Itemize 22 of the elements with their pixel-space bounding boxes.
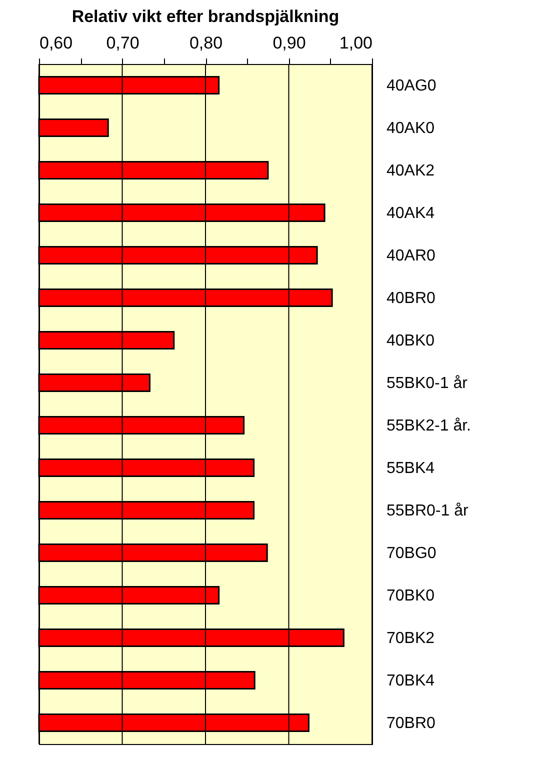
y-tick-label: 40AK0	[386, 120, 435, 137]
y-tick-label: 70BG0	[386, 544, 436, 562]
y-tick-label: 55BK0-1 år	[386, 374, 468, 392]
x-tick-label: 0,70	[106, 34, 140, 52]
y-tick-label: 70BK0	[386, 587, 435, 604]
y-tick-label: 70BK2	[386, 630, 435, 647]
x-tick-label: 0,60	[40, 34, 73, 52]
y-tick-label: 55BK2-1 år.	[386, 417, 471, 434]
y-tick-label: 70BK4	[386, 672, 435, 690]
y-tick-label: 40AG0	[386, 77, 436, 94]
x-tick-label: 0,90	[272, 34, 306, 52]
y-tick-label: 55BK4	[386, 460, 435, 477]
y-tick-label: 55BR0-1 år	[386, 502, 469, 520]
y-tick-label: 40AK2	[386, 162, 435, 180]
y-tick-label: 40AR0	[386, 247, 436, 264]
y-tick-label: 40AK4	[386, 204, 435, 222]
chart-title: Relativ vikt efter brandspjälkning	[72, 7, 340, 26]
y-tick-label: 40BK0	[386, 332, 435, 350]
y-tick-label: 70BR0	[386, 714, 436, 732]
y-tick-label: 40BR0	[386, 290, 436, 307]
x-tick-label: 1,00	[339, 34, 372, 52]
x-tick-label: 0,80	[189, 34, 223, 52]
